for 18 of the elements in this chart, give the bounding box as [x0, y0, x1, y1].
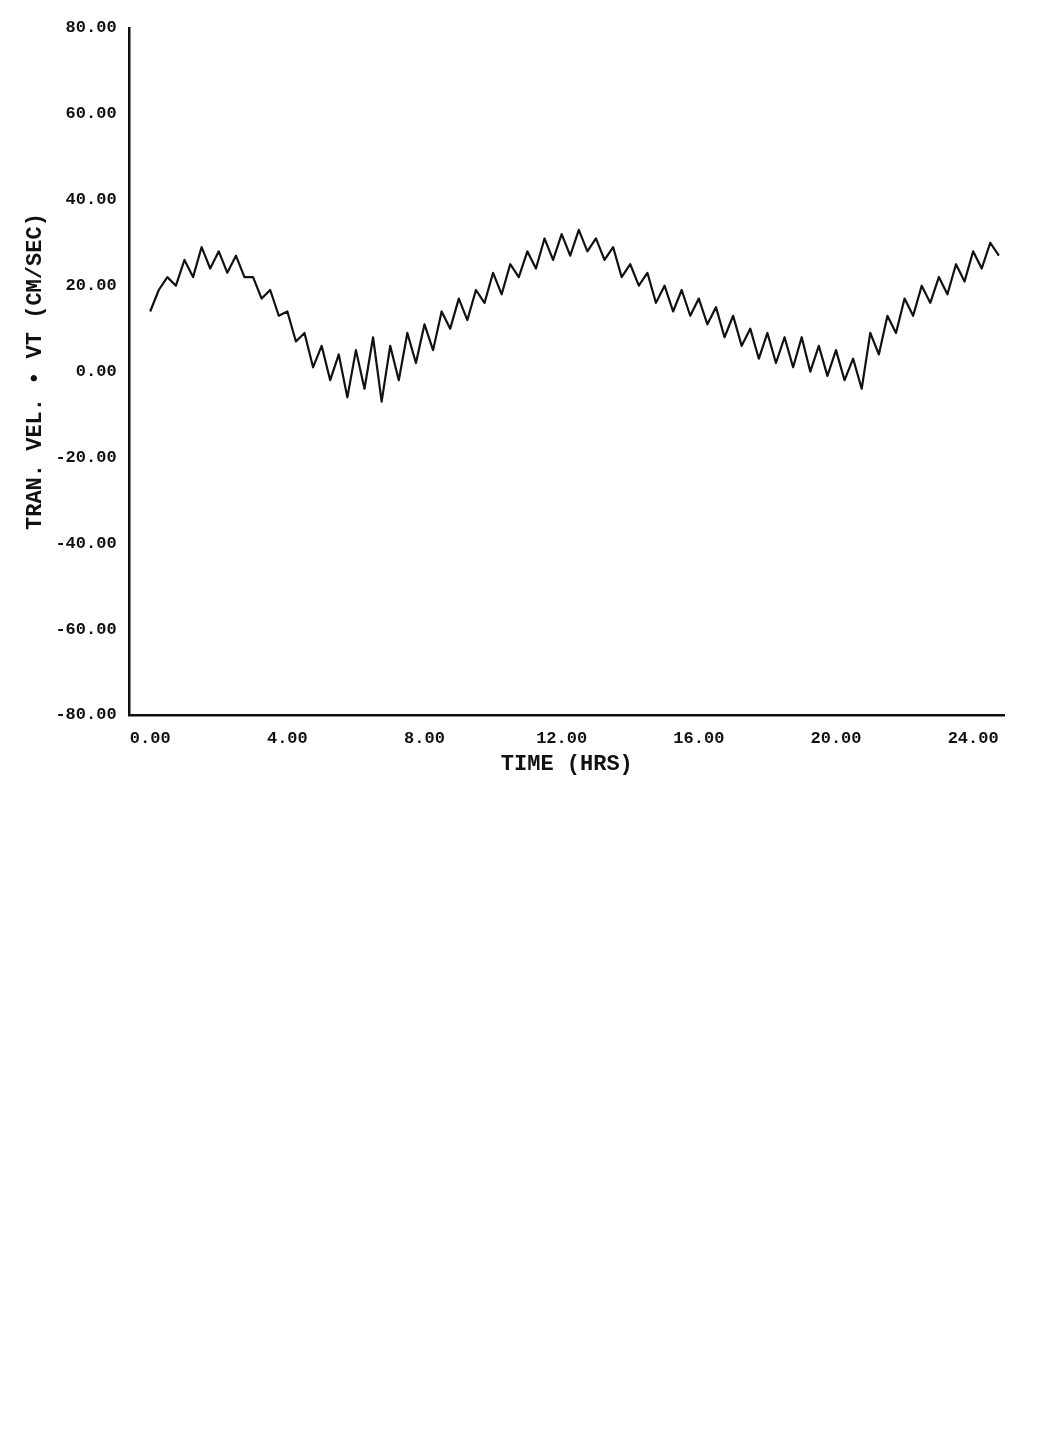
y-tick-label: 0.00: [75, 361, 117, 381]
x-tick-label: 20.00: [810, 728, 862, 748]
y-tick-label: 40.00: [65, 190, 117, 210]
y-tick-label: -80.00: [55, 705, 117, 725]
y-tick-label: 20.00: [65, 275, 117, 295]
x-tick-label: 8.00: [404, 728, 445, 748]
y-axis-title: TRAN. VEL. • VT (CM/SEC): [22, 213, 48, 531]
x-tick-label: 0.00: [129, 728, 171, 748]
x-axis-title: TIME (HRS): [500, 752, 633, 778]
y-tick-label: -20.00: [55, 447, 117, 467]
y-tick-label: -40.00: [55, 533, 117, 553]
x-tick-label: 16.00: [673, 728, 725, 748]
x-tick-label: 24.00: [947, 728, 999, 748]
y-tick-label: 60.00: [65, 104, 117, 124]
x-tick-label: 4.00: [266, 728, 308, 748]
y-tick-label: 80.00: [65, 18, 117, 38]
x-tick-label: 12.00: [536, 728, 588, 748]
y-tick-label: -60.00: [55, 619, 117, 639]
